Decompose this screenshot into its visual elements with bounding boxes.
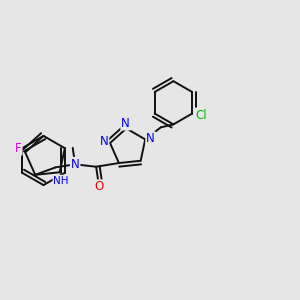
Text: O: O — [94, 180, 103, 193]
Text: Cl: Cl — [195, 109, 207, 122]
Text: N: N — [100, 135, 108, 148]
Text: N: N — [121, 116, 130, 130]
Text: N: N — [146, 132, 155, 145]
Text: N: N — [71, 158, 80, 171]
Text: NH: NH — [53, 176, 69, 186]
Text: F: F — [15, 142, 22, 155]
